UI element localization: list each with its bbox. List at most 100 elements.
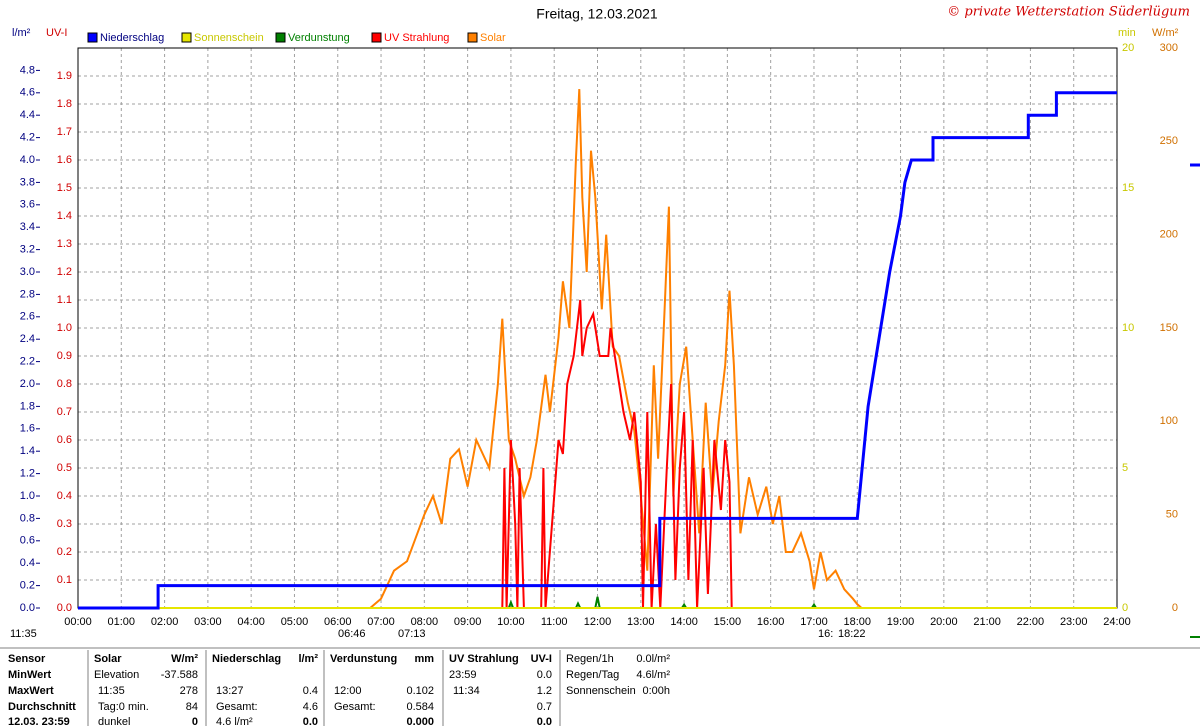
legend-label: Niederschlag [100,32,164,44]
y-tick-label: 4.4 [20,109,35,121]
y-tick-label: 0.6 [20,535,35,547]
x-tick-label: 06:00 [324,616,352,628]
extra-label: Regen/Tag [566,669,619,681]
row-label: 12.03. 23:59 [8,716,70,726]
y3-tick-label: 20 [1122,42,1134,54]
annotation: 06:46 [338,628,366,640]
y4-tick-label: 150 [1160,322,1178,334]
y2-tick-label: 0.2 [57,546,72,558]
x-tick-label: 14:00 [670,616,698,628]
cell-value: 0.7 [537,701,552,713]
y2-tick-label: 1.9 [57,70,72,82]
x-tick-label: 17:00 [800,616,828,628]
cell-value: 0.4 [303,685,318,697]
y2-tick-label: 1.5 [57,182,72,194]
x-tick-label: 15:00 [714,616,742,628]
x-tick-label: 12:00 [584,616,612,628]
y2-tick-label: 0.6 [57,434,72,446]
extra-label: Regen/1h [566,653,614,665]
y-tick-label: 0.8 [20,512,35,524]
y-tick-label: 0.0 [20,602,35,614]
y2-tick-label: 1.1 [57,294,72,306]
x-tick-label: 02:00 [151,616,179,628]
cell-value: 0 [192,716,198,726]
cell-value: 0.0 [303,716,318,726]
y-tick-label: 4.6 [20,87,35,99]
y-tick-label: 4.2 [20,132,35,144]
column-header: Solar [94,653,122,665]
x-tick-label: 04:00 [237,616,265,628]
x-tick-label: 00:00 [64,616,92,628]
cell-label: 23:59 [449,669,477,681]
y4-axis-unit: W/m² [1152,27,1179,39]
cell-value: 0.000 [406,716,434,726]
y-tick-label: 4.0 [20,154,35,166]
cell-value: 1.2 [537,685,552,697]
x-tick-label: 23:00 [1060,616,1088,628]
legend-label: Verdunstung [288,32,350,44]
x-tick-label: 10:00 [497,616,525,628]
y4-tick-label: 100 [1160,415,1178,427]
x-tick-label: 07:00 [367,616,395,628]
series-line [78,596,1117,609]
cell-value: 0.0 [537,716,552,726]
y-tick-label: 0.2 [20,580,35,592]
row-label: Sensor [8,653,46,665]
y3-tick-label: 5 [1122,462,1128,474]
x-tick-label: 18:00 [843,616,871,628]
y4-tick-label: 250 [1160,135,1178,147]
cell-label: dunkel [98,716,130,726]
cell-value: 0.102 [406,685,434,697]
legend-label: Solar [480,32,506,44]
y2-tick-label: 0.4 [57,490,72,502]
annotation: 16: [818,628,833,640]
y-tick-label: 1.8 [20,400,35,412]
y2-tick-label: 1.7 [57,126,72,138]
chart-title: Freitag, 12.03.2021 [536,6,658,22]
extra-label: Sonnenschein [566,685,636,697]
cell-value: 84 [186,701,198,713]
y-axis-unit: l/m² [12,27,31,39]
cell-value: 278 [180,685,198,697]
cell-value: 0.0 [537,669,552,681]
legend-swatch [467,32,478,43]
y3-tick-label: 0 [1122,602,1128,614]
legend-swatch [275,32,286,43]
copyright: © private Wetterstation Süderlügum [947,5,1190,20]
y4-tick-label: 0 [1172,602,1178,614]
y2-tick-label: 0.8 [57,378,72,390]
y2-axis-unit: UV-I [46,27,67,39]
series-line [78,89,1117,609]
cell-label: 12:00 [334,685,362,697]
y2-tick-label: 1.2 [57,266,72,278]
x-tick-label: 24:00 [1103,616,1131,628]
x-tick-label: 19:00 [887,616,915,628]
y2-tick-label: 1.4 [57,210,72,222]
cell-label: 4.6 l/m² [216,716,253,726]
legend-label: Sonnenschein [194,32,264,44]
legend-swatch [371,32,382,43]
y2-tick-label: 1.3 [57,238,72,250]
x-tick-label: 09:00 [454,616,482,628]
y-tick-label: 3.2 [20,244,35,256]
legend-swatch [87,32,98,43]
x-tick-label: 08:00 [411,616,439,628]
series-line [78,91,1117,610]
extra-value: 0:00h [642,685,670,697]
y-tick-label: 3.8 [20,176,35,188]
cell-value: 4.6 [303,701,318,713]
x-tick-label: 01:00 [108,616,136,628]
cell-label: Elevation [94,669,139,681]
x-tick-label: 13:00 [627,616,655,628]
y2-tick-label: 0.5 [57,462,72,474]
cell-label: 11:34 [453,685,480,697]
column-header: Verdunstung [330,653,397,665]
y-tick-label: 2.0 [20,378,35,390]
column-unit: mm [414,653,434,665]
column-unit: l/m² [298,653,318,665]
column-header: Niederschlag [212,653,281,665]
y-tick-label: 2.6 [20,311,35,323]
y2-tick-label: 1.8 [57,98,72,110]
y2-tick-label: 0.3 [57,518,72,530]
